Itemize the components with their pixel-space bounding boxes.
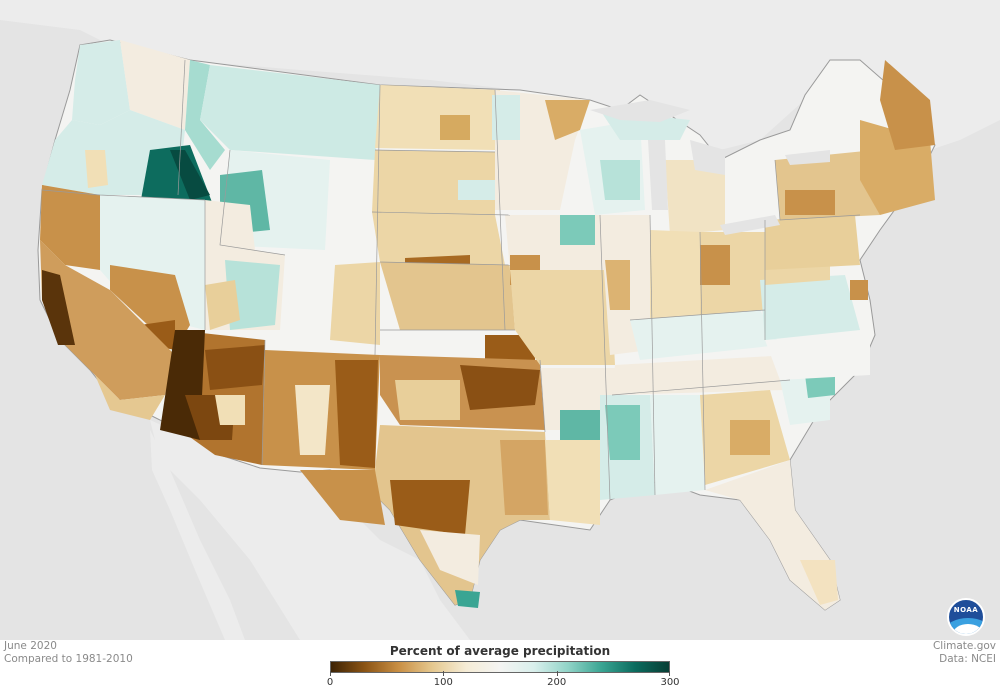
region-tennessee [612,355,790,395]
region-wa-east [120,40,190,130]
region-il-dry [605,260,630,310]
logo-wave-highlight [953,624,983,634]
region-nm-dark [335,360,378,468]
state-borders [41,59,861,501]
canada-landmass [0,0,1000,150]
region-ok-dark [460,365,540,410]
region-ca-south [95,375,165,420]
region-sc-wet [805,372,835,398]
logo-text: NOAA [953,606,979,614]
region-fl-south [800,560,838,605]
region-ut-dry [205,280,240,330]
lake-superior [590,100,690,122]
region-mn-wet [492,95,520,140]
region-md-dry [850,280,868,300]
region-ca-north [40,185,100,270]
region-mn-ne [545,100,590,140]
region-kentucky [630,310,780,360]
region-virginia [760,275,860,340]
region-ny-dry [785,190,835,215]
legend-tick-label: 200 [547,677,567,688]
baja-peninsula [150,430,245,640]
region-nd-dark [440,115,470,140]
lake-michigan [648,140,668,210]
map-date-label: June 2020 [4,640,57,652]
precipitation-map [0,0,1000,640]
region-alabama [650,395,705,495]
region-missouri [510,270,615,365]
lake-ontario [785,150,830,165]
region-az-light [215,395,245,425]
source-data-label: Data: NCEI [939,653,996,665]
region-or-dry [85,150,108,188]
region-montana [200,65,380,160]
region-michigan [665,160,725,235]
region-north-dakota [375,85,500,150]
region-pennsylvania [765,215,860,270]
map-canvas [0,0,1000,640]
lake-huron [690,140,725,175]
legend-tick-mark [669,671,670,676]
region-ca-coast-dark [42,270,75,345]
map-comparison-label: Compared to 1981-2010 [4,653,133,665]
region-ks-dry [485,335,535,365]
region-sd-wet [458,180,495,200]
legend-tick-mark [556,671,558,676]
region-kansas [380,262,515,330]
legend-title: Percent of average precipitation [389,644,611,658]
region-tx-south [420,530,480,585]
region-north-carolina [765,335,870,380]
region-nm-light [295,385,330,455]
region-idaho-north [185,60,225,170]
region-ok-mid [395,380,460,420]
region-maine [880,60,935,150]
region-az-east [205,345,265,390]
region-tx-east [500,440,548,515]
region-indiana [650,230,700,335]
noaa-logo: NOAA [947,598,985,636]
region-oh-dry [700,245,730,285]
region-nebraska [372,212,505,265]
region-ms-wet [605,405,640,460]
mexico-landmass [150,420,470,640]
region-tx-tip [455,590,480,608]
region-wi-wet [600,160,640,200]
region-louisiana [545,440,600,525]
legend-tick-mark [443,671,445,676]
legend-tick-label: 0 [326,677,334,688]
legend-color-bar [330,661,670,673]
legend-tick-label: 300 [660,677,680,688]
region-wa-west [72,40,130,125]
legend-tick-mark [330,671,331,676]
region-tx-west [300,470,385,525]
region-co-east [330,262,380,345]
region-tx-central [390,480,470,535]
region-ga-dry [730,420,770,455]
region-ca-central [40,240,175,400]
source-site-label: Climate.gov [932,640,996,652]
region-ia-wet [560,215,595,245]
legend-tick-label: 100 [433,677,453,688]
